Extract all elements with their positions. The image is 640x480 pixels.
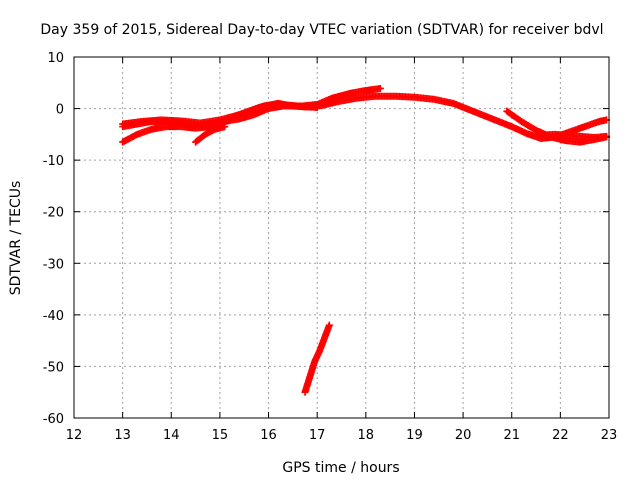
y-tick-label: -40 [43, 309, 64, 324]
axis-ticks: 12 13 14 15 16 17 18 19 20 21 22 23 10 0 -10 -20 -30 -40 -… [43, 51, 618, 443]
series-track-f [532, 130, 611, 141]
data-point [376, 84, 384, 92]
x-tick-label: 20 [455, 428, 472, 443]
x-tick-label: 19 [406, 428, 423, 443]
x-tick-label: 18 [358, 428, 375, 443]
x-tick-label: 14 [163, 428, 180, 443]
x-tick-label: 12 [66, 428, 83, 443]
y-tick-label: 10 [47, 51, 64, 66]
x-axis-label: GPS time / hours [282, 460, 399, 476]
series-track-g [301, 321, 333, 396]
y-tick-label: -50 [43, 360, 64, 375]
data-point [313, 104, 321, 112]
y-tick-label: -30 [43, 257, 64, 272]
y-tick-label: 0 [56, 103, 64, 118]
x-tick-label: 21 [503, 428, 520, 443]
x-tick-label: 23 [601, 428, 618, 443]
data-point [325, 321, 333, 329]
x-tick-label: 13 [114, 428, 131, 443]
y-tick-label: -60 [43, 412, 64, 427]
grid-lines [74, 57, 609, 418]
x-tick-label: 22 [552, 428, 569, 443]
y-tick-label: -10 [43, 154, 64, 169]
y-tick-label: -20 [43, 206, 64, 221]
x-tick-label: 16 [260, 428, 277, 443]
plot-frame [73, 56, 610, 419]
series-track-d [192, 123, 229, 146]
x-tick-label: 17 [309, 428, 326, 443]
data-marks [119, 84, 611, 396]
data-point [221, 123, 229, 131]
chart-title: Day 359 of 2015, Sidereal Day-to-day VTE… [40, 22, 603, 38]
y-axis-label: SDTVAR / TECUs [8, 181, 24, 296]
series-track-c [119, 100, 321, 128]
x-tick-label: 15 [212, 428, 229, 443]
series-track-b [119, 84, 384, 146]
